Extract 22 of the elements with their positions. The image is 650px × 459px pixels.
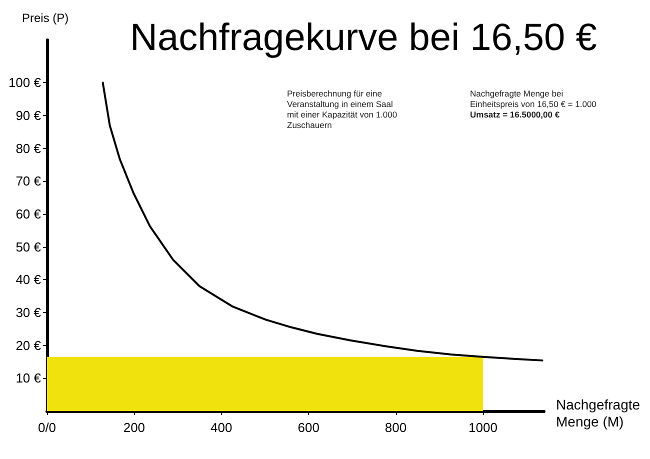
y-tick-label: 80 €: [16, 140, 42, 156]
x-tick-label: 1000: [468, 420, 498, 435]
y-tick-label: 100 €: [8, 75, 42, 90]
annotation: Umsatz = 16.5000,00 €: [470, 109, 560, 120]
x-tick-label: 0/0: [38, 420, 56, 435]
y-tick-label: 60 €: [16, 206, 42, 222]
x-tick-label: 600: [298, 420, 320, 435]
y-tick-label: 40 €: [16, 272, 42, 288]
y-tick-label: 20 €: [16, 338, 42, 353]
y-tick-label: 90 €: [16, 108, 42, 124]
y-axis-title: Preis (P): [22, 11, 69, 25]
x-tick-label: 400: [210, 420, 232, 435]
y-tick-label: 50 €: [16, 239, 42, 254]
x-tick-label: 200: [123, 420, 146, 435]
y-tick-label: 70 €: [16, 174, 42, 189]
y-tick-label: 30 €: [16, 305, 42, 320]
x-tick-label: 800: [384, 420, 407, 435]
annotation: Preisberechnung für eine Veranstaltung in einem Saal mit einer Kapazität von 1.000 Zuschauern: [287, 88, 398, 130]
annotation: Nachgefragte Menge bei Einheitspreis von 16,50 € = 1.000: [470, 88, 597, 109]
y-tick-label: 10 €: [16, 370, 42, 386]
x-axis-title: Nachgefragte Menge (M): [556, 396, 640, 430]
chart-title: Nachfragekurve bei 16,50 €: [130, 17, 597, 59]
